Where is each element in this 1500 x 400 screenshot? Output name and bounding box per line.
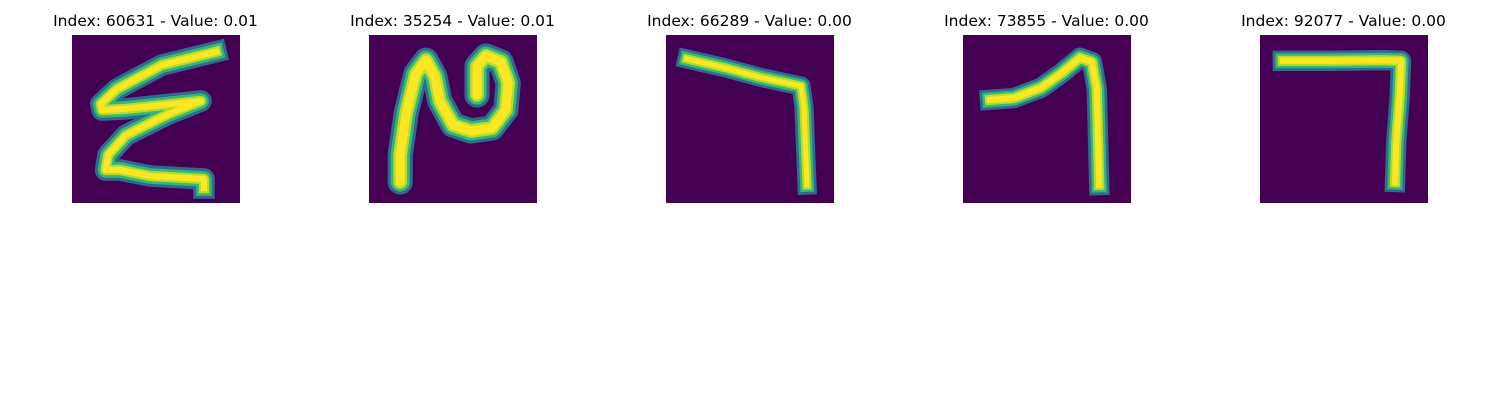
panel-title: Index: 92077 - Value: 0.00: [1241, 12, 1446, 30]
digit-image: [72, 35, 240, 203]
image-panel-2: Index: 35254 - Value: 0.01: [304, 0, 601, 210]
handwritten-7-angle-icon: [675, 47, 817, 195]
panel-title: Index: 66289 - Value: 0.00: [647, 12, 852, 30]
digit-image: [1260, 35, 1428, 203]
image-panel-5: Index: 92077 - Value: 0.00: [1195, 0, 1492, 210]
digit-image: [369, 35, 537, 203]
digit-image: [666, 35, 834, 203]
handwritten-n-shape-icon: [387, 43, 521, 195]
digit-image: [963, 35, 1131, 203]
handwritten-1-hook-icon: [979, 47, 1110, 196]
panel-title: Index: 35254 - Value: 0.01: [350, 12, 555, 30]
panel-title: Index: 60631 - Value: 0.01: [53, 12, 258, 30]
handwritten-7-square-icon: [1272, 50, 1412, 193]
panel-title: Index: 73855 - Value: 0.00: [944, 12, 1149, 30]
image-panel-1: Index: 60631 - Value: 0.01: [7, 0, 304, 210]
image-panel-4: Index: 73855 - Value: 0.00: [898, 0, 1195, 210]
handwritten-3-rotated-icon: [90, 38, 230, 199]
image-panel-3: Index: 66289 - Value: 0.00: [601, 0, 898, 210]
